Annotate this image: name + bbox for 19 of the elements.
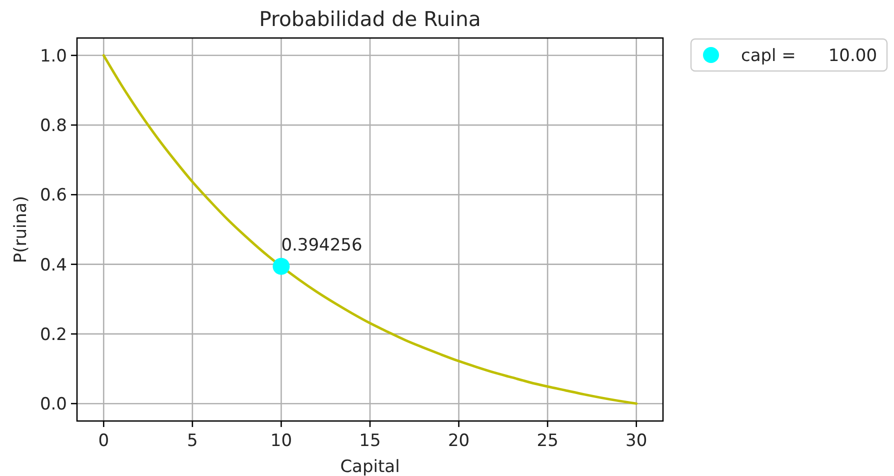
- x-tick-label: 30: [626, 431, 648, 451]
- x-axis-title: Capital: [340, 457, 400, 476]
- y-tick-label: 0.2: [40, 324, 67, 345]
- x-tick-label: 25: [536, 431, 558, 451]
- x-tick-label: 5: [187, 431, 198, 451]
- chart-title: Probabilidad de Ruina: [259, 7, 481, 31]
- x-tick-label: 15: [359, 431, 381, 451]
- y-tick-label: 0.6: [40, 186, 67, 206]
- y-tick-label: 0.0: [40, 394, 67, 415]
- x-tick-label: 0: [98, 431, 110, 451]
- x-tick-label: 20: [448, 431, 470, 451]
- legend-label: capl = 10.00: [741, 46, 878, 66]
- x-tick-label: 10: [270, 431, 292, 451]
- y-tick-label: 1.0: [40, 46, 67, 66]
- data-label: 0.394256: [281, 235, 362, 256]
- y-tick-label: 0.4: [40, 255, 67, 276]
- y-tick-label: 0.8: [40, 116, 67, 136]
- line-series: [102, 54, 638, 405]
- y-axis-title: P(ruina): [11, 196, 31, 264]
